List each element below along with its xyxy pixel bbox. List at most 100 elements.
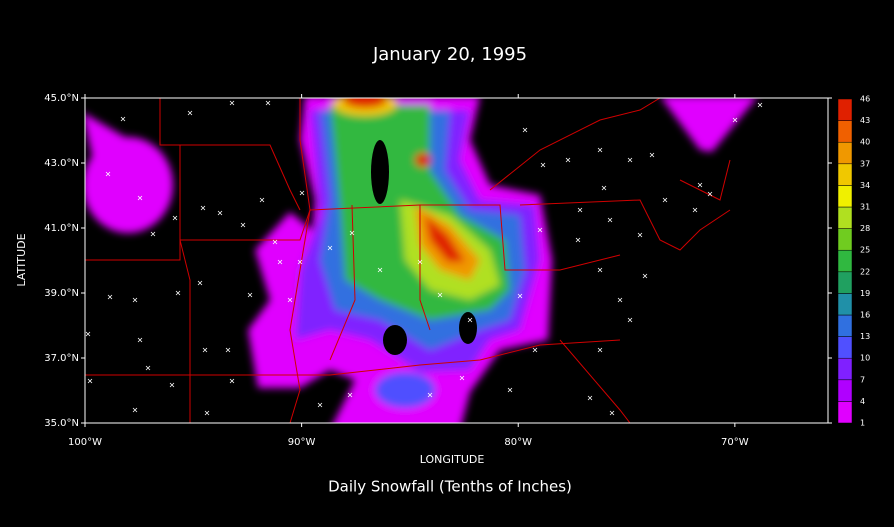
station-marker (617, 297, 623, 303)
stations (85, 100, 763, 416)
colorbar-swatch (837, 401, 853, 424)
x-tick-label: 70°W (721, 437, 749, 448)
station-marker (85, 331, 91, 337)
colorbar-swatch (837, 357, 853, 381)
station-marker (132, 297, 138, 303)
snow-area (343, 98, 387, 108)
station-marker (697, 182, 703, 188)
station-marker (204, 410, 210, 416)
station-marker (627, 317, 633, 323)
station-marker (597, 347, 603, 353)
y-tick-label: 45.0°N (44, 93, 79, 104)
y-axis-label: LATITUDE (15, 233, 28, 286)
station-marker (577, 207, 583, 213)
station-marker (467, 317, 473, 323)
station-marker (297, 259, 303, 265)
colorbar-label: 46 (860, 95, 870, 104)
y-tick-label: 37.0°N (44, 353, 79, 364)
colorbar-swatch (837, 120, 853, 143)
colorbar-swatch (837, 163, 853, 186)
station-marker (601, 185, 607, 191)
station-marker (437, 292, 443, 298)
station-marker (172, 215, 178, 221)
colorbar-label: 31 (860, 203, 870, 212)
colorbar-swatch (837, 336, 853, 359)
colorbar-swatch (837, 249, 853, 273)
gap (383, 325, 407, 355)
station-marker (540, 162, 546, 168)
station-marker (707, 191, 713, 197)
station-marker (692, 207, 698, 213)
station-marker (537, 227, 543, 233)
snow-area (415, 153, 431, 167)
station-marker (105, 171, 111, 177)
colorbar-label: 13 (860, 332, 870, 341)
station-marker (150, 231, 156, 237)
station-marker (327, 245, 333, 251)
station-marker (200, 205, 206, 211)
colorbar-swatch (837, 379, 853, 402)
station-marker (272, 239, 278, 245)
station-marker (107, 294, 113, 300)
colorbar-swatch (837, 185, 853, 208)
snow-area (85, 113, 150, 190)
title: January 20, 1995 (372, 44, 527, 65)
borders (85, 98, 731, 423)
station-marker (202, 347, 208, 353)
x-tick-label: 80°W (504, 437, 532, 448)
colorbar-label: 25 (860, 246, 870, 255)
station-marker (597, 147, 603, 153)
station-marker (277, 259, 283, 265)
station-marker (427, 392, 433, 398)
station-marker (299, 190, 305, 196)
station-marker (259, 197, 265, 203)
station-marker (347, 392, 353, 398)
station-marker (120, 116, 126, 122)
colorbar-label: 19 (860, 289, 870, 298)
station-marker (459, 375, 465, 381)
x-tick-label: 100°W (68, 437, 102, 448)
station-marker (287, 297, 293, 303)
snow-area (375, 372, 435, 408)
station-marker (247, 292, 253, 298)
station-marker (627, 157, 633, 163)
station-marker (349, 230, 355, 236)
station-marker (642, 273, 648, 279)
station-marker (229, 100, 235, 106)
station-marker (377, 267, 383, 273)
y-tick-label: 41.0°N (44, 223, 79, 234)
station-marker (187, 110, 193, 116)
y-tick-label: 39.0°N (44, 288, 79, 299)
colorbar-swatch (837, 314, 853, 337)
station-marker (507, 387, 513, 393)
snow-area (425, 215, 465, 262)
snow-area (661, 98, 757, 152)
colorbar-swatch (837, 271, 853, 294)
colorbar-label: 40 (860, 138, 870, 147)
gap (459, 312, 477, 344)
colorbar-swatch (837, 206, 853, 229)
colorbar-label: 22 (860, 267, 870, 276)
station-marker (607, 217, 613, 223)
colorbar-label: 10 (860, 354, 870, 363)
station-marker (175, 290, 181, 296)
plot-frame (84, 97, 829, 424)
colorbar-swatch (837, 98, 853, 121)
y-tick-label: 43.0°N (44, 158, 79, 169)
y-tick-label: 35.0°N (44, 418, 79, 429)
station-marker (169, 382, 175, 388)
colorbar-swatch (837, 228, 853, 251)
colorbar-swatch (837, 293, 853, 316)
station-marker (317, 402, 323, 408)
colorbar-swatch (837, 141, 853, 165)
station-marker (597, 267, 603, 273)
colorbar-label: 16 (860, 311, 870, 320)
station-marker (522, 127, 528, 133)
colorbar-label: 4 (860, 397, 865, 406)
station-marker (575, 237, 581, 243)
x-tick-label: 90°W (288, 437, 316, 448)
station-marker (565, 157, 571, 163)
station-marker (757, 102, 763, 108)
subtitle: Daily Snowfall (Tenths of Inches) (328, 478, 572, 496)
